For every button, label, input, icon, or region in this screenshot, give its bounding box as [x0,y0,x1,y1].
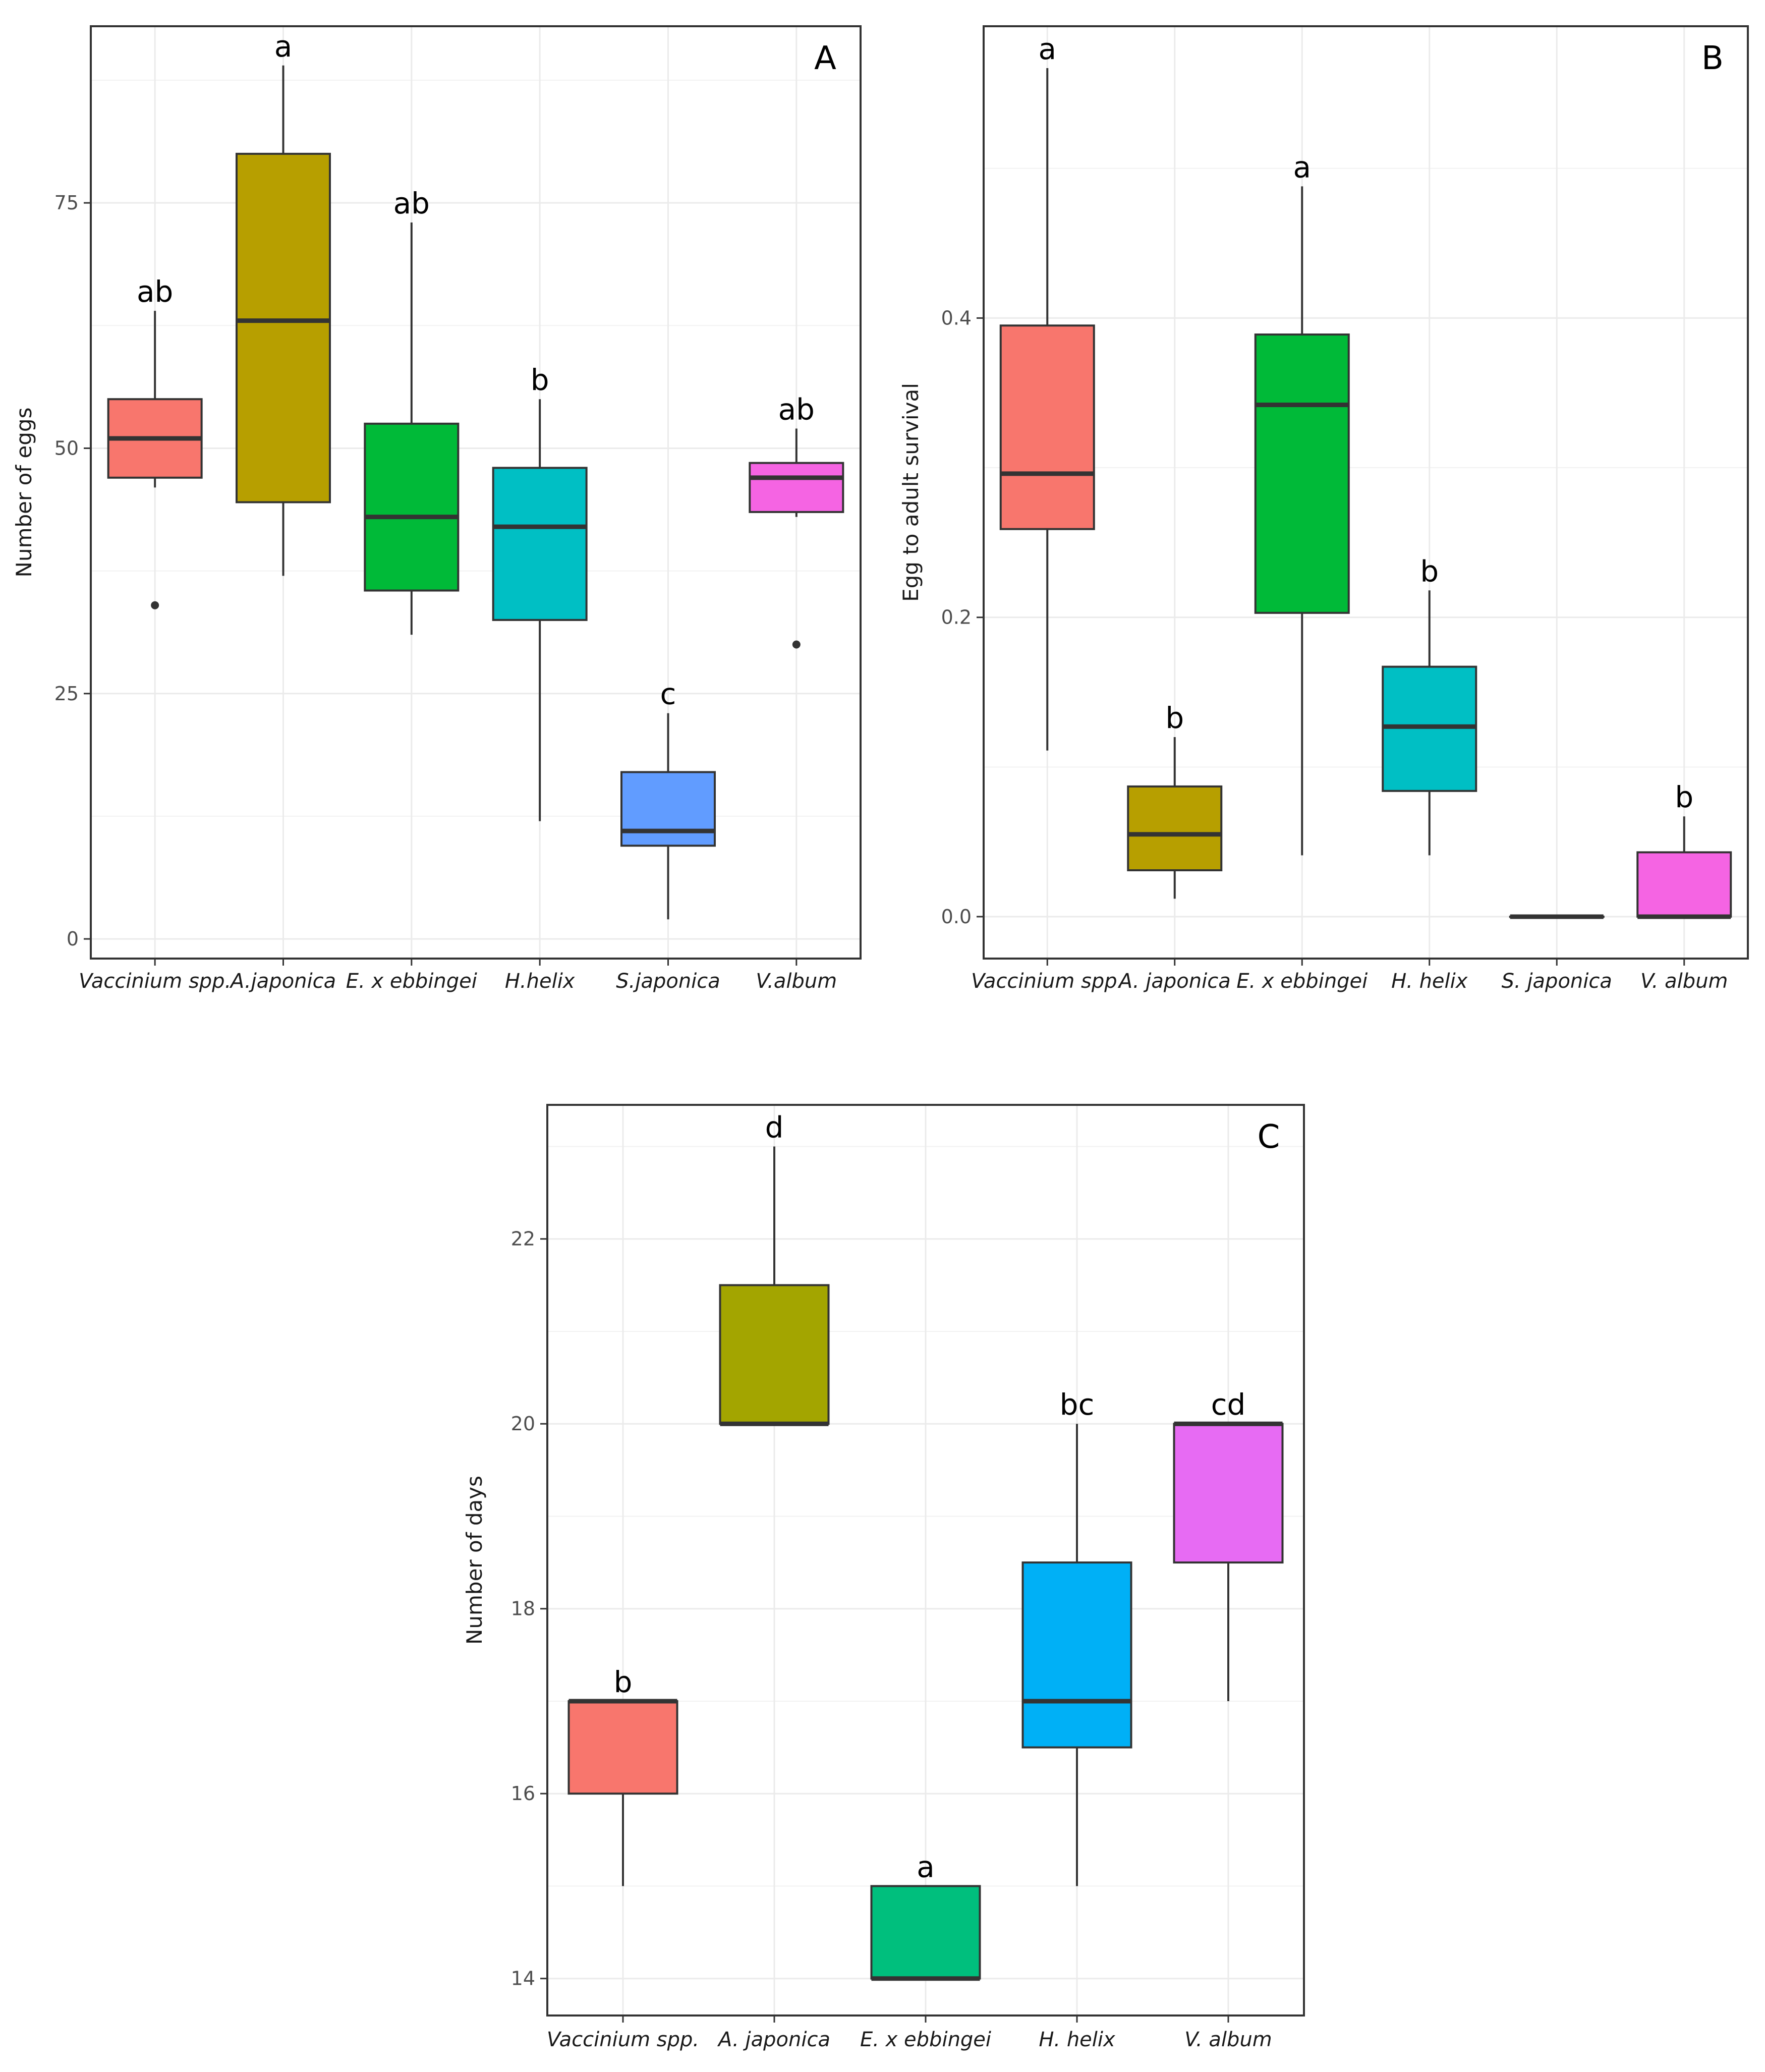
box-body [620,771,716,847]
x-tick-label: V. album [1184,2028,1272,2051]
x-tick-label: A. japonica [717,2028,830,2051]
y-tick-label: 75 [54,192,79,214]
y-tick-label: 0.0 [941,906,972,928]
box-4 [1021,1424,1132,1886]
x-tick-label: E. x ebbingei [860,2028,991,2051]
y-tick-label: 14 [511,1968,535,1990]
x-tick-label: S.japonica [616,970,720,993]
box-6 [749,428,844,649]
x-tick-label: S. japonica [1502,970,1612,993]
x-tick-label: Vaccinium spp. [79,970,231,993]
significance-letter: cd [1211,1387,1246,1422]
y-tick-label: 0.4 [941,307,972,329]
significance-letter: c [660,677,676,711]
x-tick-label: H.helix [505,970,575,993]
x-tick-label: V. album [1640,970,1728,993]
box-1 [999,68,1095,751]
box-5 [620,713,716,920]
x-tick-label: H. helix [1039,2028,1115,2051]
y-axis-title: Number of days [462,1476,487,1645]
significance-letter: b [1165,701,1184,735]
panel-label: C [1258,1118,1280,1156]
y-tick-label: 22 [511,1228,535,1250]
box-body [236,152,331,503]
box-3 [870,1885,981,1981]
box-2 [719,1146,830,1426]
significance-letter: a [1293,150,1311,184]
significance-letter: a [1038,32,1056,66]
y-tick-label: 18 [511,1598,535,1620]
panel-label: B [1701,40,1724,77]
significance-letter: b [1420,554,1439,588]
y-tick-label: 20 [511,1413,535,1435]
x-tick-label: E. x ebbingei [346,970,477,993]
box-body [870,1885,981,1980]
x-tick-label: E. x ebbingei [1236,970,1368,993]
panel-c: b d a bc cd 14 16 18 20 22 Vaccinium spp. A. japoni… [462,1104,1305,2051]
panel-label: A [814,40,836,77]
panel-a: ab a ab b c ab 0 25 50 75 Vaccinium spp.A.japonica… [12,25,862,993]
significance-letter: a [274,29,293,64]
box-2 [1127,737,1223,899]
box-1 [567,1699,678,1886]
box-body [567,1700,678,1795]
box-body [1021,1561,1132,1749]
box-3 [1254,186,1350,856]
box-body [719,1284,830,1425]
box-6 [1636,816,1732,919]
box-body [492,467,588,621]
y-axis-title: Egg to adult survival [898,383,923,602]
box-1 [107,311,203,609]
box-body [999,324,1095,530]
panel-border [90,25,862,960]
x-tick-label: A. japonica [1117,970,1231,993]
outlier-point [151,601,159,609]
significance-letter: d [765,1110,784,1144]
significance-letter: b [614,1665,633,1699]
box-2 [236,65,331,576]
significance-letter: b [531,363,549,397]
panel-background [984,26,1748,959]
x-tick-label: Vaccinium spp. [971,970,1123,993]
significance-letter: b [1675,780,1693,814]
outlier-point [792,640,801,649]
y-tick-label: 25 [54,683,79,705]
box-3 [364,222,460,635]
box-body [364,422,460,592]
box-5 [1173,1421,1284,1701]
box-4 [1382,590,1477,856]
box-body [749,462,844,513]
box-body [1636,851,1732,918]
y-tick-label: 16 [511,1782,535,1805]
y-tick-label: 0 [67,928,79,950]
y-tick-label: 0.2 [941,606,972,629]
panel-border [983,25,1749,960]
significance-letter: ab [778,393,815,427]
panel-background [91,26,861,959]
box-body [1254,333,1350,614]
box-4 [492,399,588,821]
x-tick-label: A.japonica [229,970,336,993]
x-tick-label: H. helix [1391,970,1468,993]
y-tick-label: 50 [54,437,79,459]
x-tick-label: V.album [756,970,837,993]
y-axis-title: Number of eggs [12,408,36,578]
significance-letter: bc [1060,1387,1095,1422]
box-body [1127,785,1223,871]
box-body [1173,1423,1284,1564]
significance-letter: a [917,1850,935,1884]
significance-letter: ab [137,274,173,309]
significance-letter: ab [393,186,430,220]
x-tick-label: Vaccinium spp. [547,2028,699,2051]
